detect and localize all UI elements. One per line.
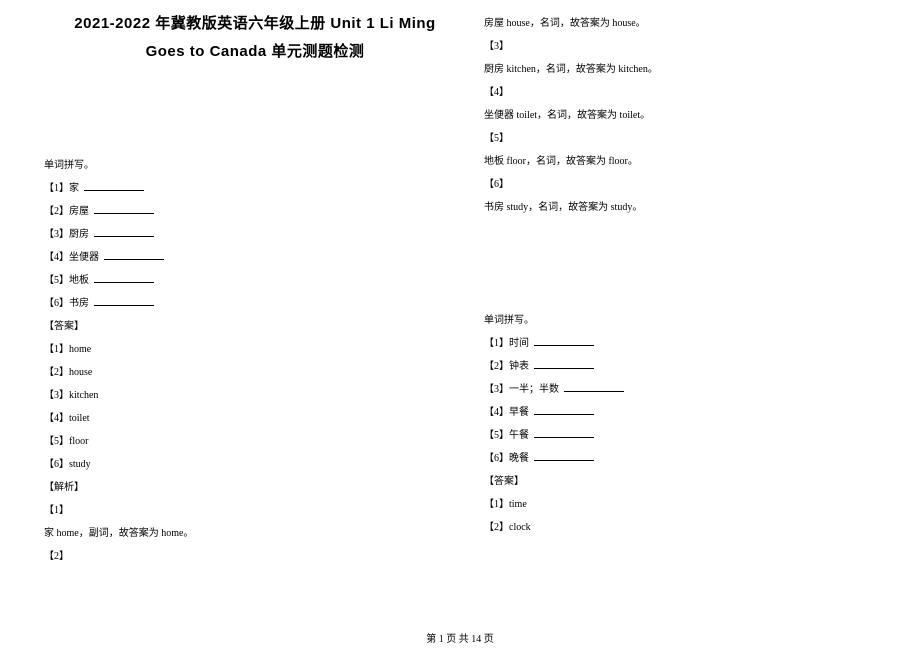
answer-label: 【答案】	[44, 315, 466, 338]
q2-text: 【2】房屋	[44, 206, 89, 217]
explanation-5: 地板 floor，名词，故答案为 floor。	[484, 150, 884, 173]
question-2: 【2】房屋	[44, 200, 466, 223]
q2-4-text: 【4】早餐	[484, 407, 529, 418]
blank	[534, 451, 594, 461]
explanation-6-label: 【6】	[484, 173, 884, 196]
question2-1: 【1】时间	[484, 332, 884, 355]
blank	[94, 204, 154, 214]
section-heading: 单词拼写。	[44, 154, 466, 177]
question-4: 【4】坐便器	[44, 246, 466, 269]
q2-3-text: 【3】一半；半数	[484, 384, 559, 395]
explanation-5-label: 【5】	[484, 127, 884, 150]
explanation-label: 【解析】	[44, 476, 466, 499]
blank	[94, 227, 154, 237]
answer2-2: 【2】clock	[484, 516, 884, 539]
blank	[534, 336, 594, 346]
question2-3: 【3】一半；半数	[484, 378, 884, 401]
answer2-label: 【答案】	[484, 470, 884, 493]
question-3: 【3】厨房	[44, 223, 466, 246]
q3-text: 【3】厨房	[44, 229, 89, 240]
question-6: 【6】书房	[44, 292, 466, 315]
q2-6-text: 【6】晚餐	[484, 453, 529, 464]
question2-6: 【6】晚餐	[484, 447, 884, 470]
answer2-1: 【1】time	[484, 493, 884, 516]
q1-text: 【1】家	[44, 183, 79, 194]
explanation-2-label: 【2】	[44, 545, 466, 568]
question-5: 【5】地板	[44, 269, 466, 292]
q2-5-text: 【5】午餐	[484, 430, 529, 441]
explanation-3-label: 【3】	[484, 35, 884, 58]
explanation-2: 房屋 house，名词，故答案为 house。	[484, 12, 884, 35]
question2-4: 【4】早餐	[484, 401, 884, 424]
blank	[94, 273, 154, 283]
answer-2: 【2】house	[44, 361, 466, 384]
blank	[564, 382, 624, 392]
blank	[534, 405, 594, 415]
answer-3: 【3】kitchen	[44, 384, 466, 407]
explanation-1-label: 【1】	[44, 499, 466, 522]
question2-5: 【5】午餐	[484, 424, 884, 447]
doc-title-line1: 2021-2022 年冀教版英语六年级上册 Unit 1 Li Ming	[44, 12, 466, 36]
answer-5: 【5】floor	[44, 430, 466, 453]
question-1: 【1】家	[44, 177, 466, 200]
explanation-6: 书房 study，名词，故答案为 study。	[484, 196, 884, 219]
answer-1: 【1】home	[44, 338, 466, 361]
blank	[94, 296, 154, 306]
blank	[104, 250, 164, 260]
blank	[534, 428, 594, 438]
blank	[84, 181, 144, 191]
q5-text: 【5】地板	[44, 275, 89, 286]
question2-2: 【2】钟表	[484, 355, 884, 378]
answer-4: 【4】toilet	[44, 407, 466, 430]
q2-2-text: 【2】钟表	[484, 361, 529, 372]
explanation-4: 坐便器 toilet，名词，故答案为 toilet。	[484, 104, 884, 127]
q4-text: 【4】坐便器	[44, 252, 99, 263]
doc-title-line2: Goes to Canada 单元测题检测	[44, 40, 466, 64]
explanation-3: 厨房 kitchen，名词，故答案为 kitchen。	[484, 58, 884, 81]
explanation-1: 家 home，副词，故答案为 home。	[44, 522, 466, 545]
section-heading-2: 单词拼写。	[484, 309, 884, 332]
page-footer: 第 1 页 共 14 页	[0, 630, 920, 645]
q6-text: 【6】书房	[44, 298, 89, 309]
q2-1-text: 【1】时间	[484, 338, 529, 349]
explanation-4-label: 【4】	[484, 81, 884, 104]
blank	[534, 359, 594, 369]
answer-6: 【6】study	[44, 453, 466, 476]
